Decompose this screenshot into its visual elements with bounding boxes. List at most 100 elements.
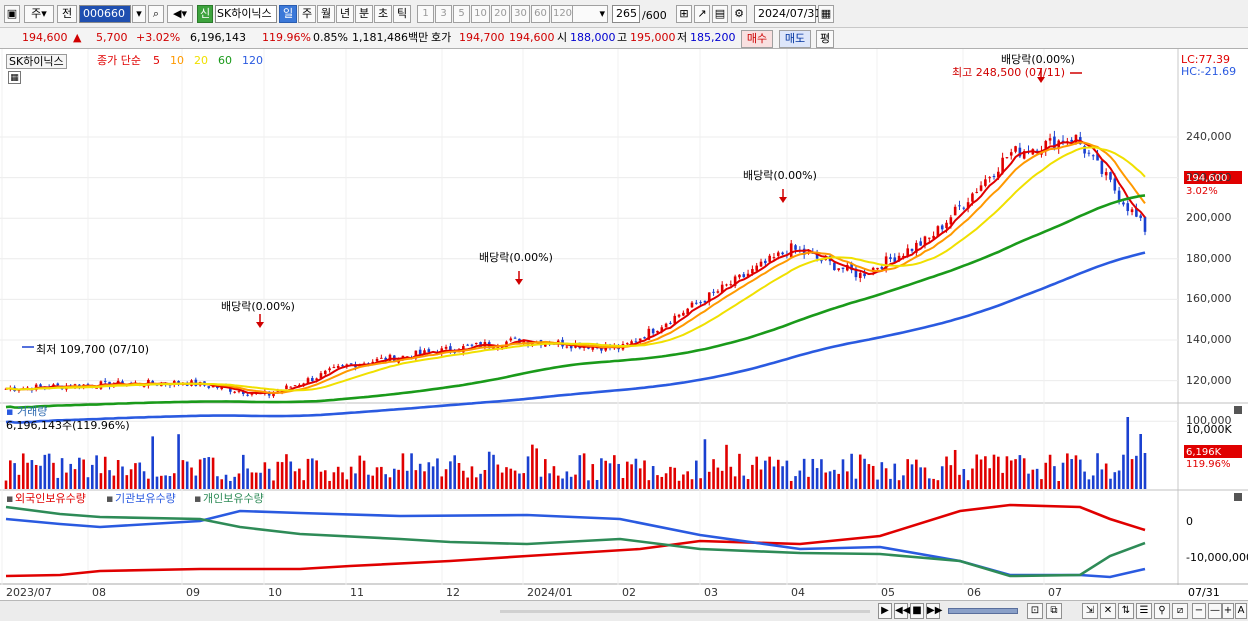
play-icon[interactable]: ▶ [878, 603, 892, 619]
draw-icon[interactable]: ↗ [694, 5, 710, 23]
volume-bar [220, 479, 224, 489]
volume-bar [828, 471, 832, 489]
tool-6-icon[interactable]: ⧄ [1172, 603, 1188, 619]
volume-bar [328, 480, 331, 489]
stop-icon[interactable]: ■ [910, 603, 924, 619]
volume-bar [367, 474, 370, 489]
period-button[interactable]: 분 [355, 5, 373, 23]
dash-icon[interactable]: — [1208, 603, 1222, 619]
candle-body [669, 322, 672, 324]
volume-bar [410, 453, 413, 489]
volume-bar [52, 462, 55, 489]
tool-5-icon[interactable]: ⚲ [1154, 603, 1170, 619]
period-button[interactable]: 일 [279, 5, 297, 23]
tool-4-icon[interactable]: ☰ [1136, 603, 1152, 619]
volume-bar [86, 477, 90, 489]
stock-code-input[interactable]: 000660 [79, 5, 131, 23]
compare-icon[interactable]: ⧉ [1046, 603, 1062, 619]
candle-body [444, 346, 448, 349]
volume-bar [99, 473, 103, 489]
candle-body [39, 384, 42, 387]
volume-bar [323, 470, 327, 489]
plus-icon[interactable]: + [1222, 603, 1234, 619]
zoom-fit-icon[interactable]: ⊡ [1027, 603, 1043, 619]
grid-icon[interactable]: ▦ [8, 71, 21, 84]
candle-body [712, 291, 715, 293]
candle-body [1022, 151, 1026, 159]
market-select[interactable]: 주▾ [24, 5, 54, 23]
chart-area[interactable] [0, 49, 1248, 600]
candle-body [1130, 209, 1134, 213]
volume-bar [578, 455, 582, 489]
stock-tag: SK하이닉스 [6, 54, 67, 69]
candle-body [625, 343, 629, 345]
candle-body [1070, 139, 1073, 142]
period-button[interactable]: 주 [298, 5, 316, 23]
tool-2-icon[interactable]: ✕ [1100, 603, 1116, 619]
volume-bar [746, 479, 750, 489]
sell-button[interactable]: 매도 [779, 30, 811, 48]
font-size-icon[interactable]: A [1235, 603, 1247, 619]
volume-bar [824, 472, 828, 489]
search-icon[interactable]: ⌕ [148, 5, 164, 23]
volume-bar [479, 473, 482, 489]
minus-icon[interactable]: − [1192, 603, 1206, 619]
x-axis-label: 06 [967, 586, 981, 599]
volume-panel-close-icon[interactable] [1234, 406, 1242, 414]
tool-3-icon[interactable]: ⇅ [1118, 603, 1134, 619]
candle-body [423, 350, 426, 355]
period-button[interactable]: 월 [317, 5, 335, 23]
eval-button[interactable]: 평 [816, 30, 834, 48]
interval-button[interactable]: 1 [417, 5, 434, 23]
volume-bar [272, 480, 275, 489]
interval-button[interactable]: 120 [551, 5, 574, 23]
window-icon[interactable]: ▣ [4, 5, 20, 23]
interval-button[interactable]: 3 [435, 5, 452, 23]
calendar-icon[interactable]: ▦ [818, 5, 834, 23]
interval-button[interactable]: 60 [531, 5, 550, 23]
interval-button[interactable]: 30 [511, 5, 530, 23]
candle-body [1126, 203, 1130, 212]
volume-bar [198, 459, 202, 489]
volume-bar [470, 466, 474, 489]
zoom-slider[interactable] [948, 608, 1018, 614]
volume-bar [1005, 456, 1009, 489]
candle-body [781, 252, 784, 255]
volume-bar [1087, 479, 1091, 489]
interval-button[interactable]: 5 [453, 5, 470, 23]
save-icon[interactable]: ▤ [712, 5, 728, 23]
moving-averages [5, 139, 1146, 424]
volume-bar [9, 460, 12, 489]
interval-button[interactable]: 20 [491, 5, 510, 23]
candle-body [677, 314, 681, 317]
candle-body [418, 349, 422, 355]
date-input[interactable]: 2024/07/31 [754, 5, 821, 23]
interval-select[interactable]: ▾ [572, 5, 608, 23]
volume-bar [246, 468, 249, 489]
crosshair-icon[interactable]: ⊞ [676, 5, 692, 23]
candle-body [289, 386, 293, 388]
type-select[interactable]: 전 [57, 5, 77, 23]
candle-body [707, 292, 711, 303]
gear-icon[interactable]: ⚙ [731, 5, 747, 23]
speaker-icon[interactable]: ◀▾ [167, 5, 193, 23]
volume-bar [1109, 478, 1112, 489]
period-button[interactable]: 틱 [393, 5, 411, 23]
candle-body [871, 267, 875, 273]
rewind-icon[interactable]: ◀◀ [894, 603, 910, 619]
volume-bar [311, 458, 314, 489]
volume-bar [660, 476, 664, 489]
volume-bar [65, 472, 68, 489]
tool-1-icon[interactable]: ⇲ [1082, 603, 1098, 619]
period-button[interactable]: 초 [374, 5, 392, 23]
holdings-panel-close-icon[interactable] [1234, 493, 1242, 501]
volume-bar [966, 480, 970, 489]
count-input[interactable]: 265 [612, 5, 640, 23]
interval-button[interactable]: 10 [471, 5, 490, 23]
forward-icon[interactable]: ▶▶ [926, 603, 942, 619]
buy-button[interactable]: 매수 [741, 30, 773, 48]
scroll-track[interactable] [500, 610, 870, 613]
period-button[interactable]: 년 [336, 5, 354, 23]
chevron-down-icon[interactable]: ▾ [132, 5, 146, 23]
holdings-lines [5, 503, 1146, 579]
